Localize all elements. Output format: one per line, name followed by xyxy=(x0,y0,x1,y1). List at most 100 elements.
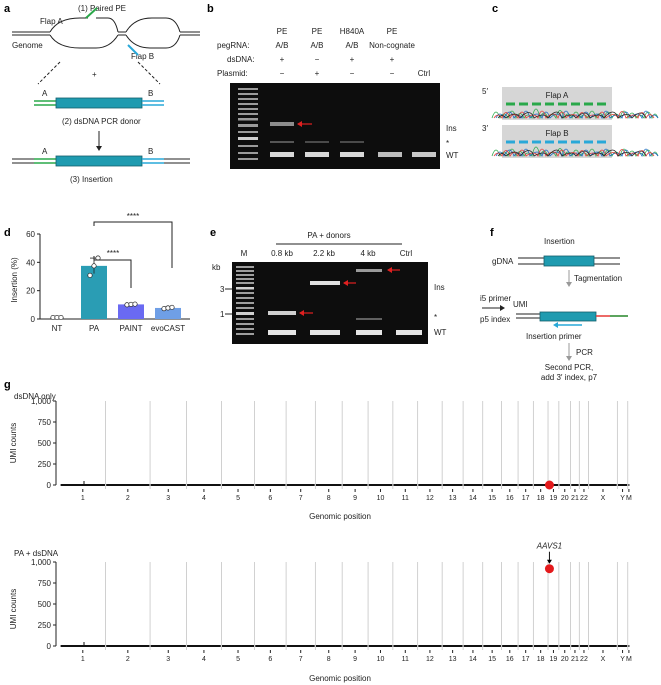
g-g-bottom-xtick-label-8: 8 xyxy=(327,656,331,663)
g-g-bottom-xtick-label-15: 15 xyxy=(488,656,496,663)
panel-letter-e: e xyxy=(210,227,216,239)
g-g-bottom-xtick-label-Y: Y xyxy=(620,656,625,663)
gel-b-red-arrow xyxy=(297,121,312,127)
g-g-top-xtick-label-21: 21 xyxy=(571,495,579,502)
panel-letter-f: f xyxy=(490,227,494,239)
panel-c: 5′ 3′ Flap A Flap B xyxy=(482,87,659,158)
g-g-top-xtick-label-Y: Y xyxy=(620,495,625,502)
panel-f: Insertion gDNA Tagmentation i5 primer UM… xyxy=(480,237,628,382)
g-g-bottom-xtick-label-18: 18 xyxy=(537,656,545,663)
flap-b-trace-label: Flap B xyxy=(545,129,568,138)
point-NT-2 xyxy=(58,314,64,321)
panel-letter-g: g xyxy=(4,379,11,391)
g-g-top-xtick-label-6: 6 xyxy=(268,495,272,502)
lane-2-pegrna: A/B xyxy=(311,41,324,50)
g-g-bottom-xtick-label-21: 21 xyxy=(571,656,579,663)
g-bottom-xlabel: Genomic position xyxy=(309,674,371,683)
donor-diagram xyxy=(34,97,164,109)
panel-letter-a: a xyxy=(4,3,11,15)
g-g-bottom-ytick-label-3: 750 xyxy=(38,579,52,588)
g-g-top-ytick-label-1: 250 xyxy=(38,460,52,469)
panel-letter-b: b xyxy=(207,3,214,15)
g-g-top-ytick-label-4: 1,000 xyxy=(31,397,52,406)
gel-e-wt-label: WT xyxy=(434,328,447,337)
gel-b-wt-label: WT xyxy=(446,151,459,160)
lane-1-dsdna: + xyxy=(280,55,285,64)
gel-e-red-arrows xyxy=(299,267,400,316)
gel-e-lane-m: M xyxy=(241,249,248,258)
g-top-xlabel: Genomic position xyxy=(309,512,371,521)
genome-label: Genome xyxy=(12,41,43,50)
pegrna-row-label: pegRNA: xyxy=(217,41,249,50)
f-insertion-box xyxy=(543,255,595,267)
g-g-top-xtick-label-5: 5 xyxy=(236,495,240,502)
g-g-top-xtick-label-10: 10 xyxy=(377,495,385,502)
g-g-bottom-xtick-label-7: 7 xyxy=(299,656,303,663)
dashed-guide-right xyxy=(137,61,161,85)
donor-label: (2) dsDNA PCR donor xyxy=(62,117,141,126)
f-pcr-label: PCR xyxy=(576,348,593,357)
lane-headers: PE A/B + − PE A/B − + H840A A/B + − PE N… xyxy=(276,27,431,78)
g-g-top-ytick-label-3: 750 xyxy=(38,418,52,427)
bar-evoCAST xyxy=(155,307,181,319)
g-g-bottom-xtick-label-19: 19 xyxy=(550,656,558,663)
g-g-bottom-xtick-label-11: 11 xyxy=(402,656,409,663)
point-PAINT-2 xyxy=(132,301,138,307)
chart-d-xlabel-PA: PA xyxy=(89,324,100,333)
flap-a-strand xyxy=(85,7,98,19)
lane-4-top: PE xyxy=(387,27,398,36)
f-insertion-label: Insertion xyxy=(544,237,575,246)
g-g-bottom-xtick-label-9: 9 xyxy=(353,656,357,663)
g-g-top-xtick-label-20: 20 xyxy=(561,495,569,502)
g-g-bottom-xtick-label-10: 10 xyxy=(377,656,385,663)
f-arrowhead-1 xyxy=(566,282,572,287)
lane-3-dsdna: + xyxy=(350,55,355,64)
g-g-top-highlight-point xyxy=(544,480,554,490)
chart-d-ytick-label-3: 60 xyxy=(26,230,35,239)
f-umi-label: UMI xyxy=(513,300,528,309)
dashed-guide-left xyxy=(37,61,61,85)
insertion-label: (3) Insertion xyxy=(70,175,113,184)
panel-letter-c: c xyxy=(492,3,498,15)
g-g-top-xtick-label-2: 2 xyxy=(126,495,130,502)
g-g-top-xtick-label-11: 11 xyxy=(402,495,409,502)
chart-d-xlabel-evoCAST: evoCAST xyxy=(151,324,185,333)
chart-d-bars xyxy=(50,255,181,321)
panel-g-bottom-chart: PA + dsDNA UMI counts Genomic position 0… xyxy=(9,542,632,683)
lane-3-plasmid: − xyxy=(350,69,355,78)
g-g-top-xtick-label-13: 13 xyxy=(449,495,457,502)
g-g-bottom-xtick-label-X: X xyxy=(601,656,606,663)
significance-bracket-pa-paint xyxy=(93,256,132,288)
bar-PA xyxy=(81,265,107,319)
lane-3-top: H840A xyxy=(340,27,365,36)
chart-d-xlabel-NT: NT xyxy=(52,324,63,333)
lane-2-dsdna: − xyxy=(315,55,320,64)
point-PA-0 xyxy=(87,272,93,278)
g-bottom-ylabel: UMI counts xyxy=(9,589,18,629)
significance-bracket-pa-evocast xyxy=(93,221,173,268)
g-g-bottom-xtick-label-20: 20 xyxy=(561,656,569,663)
gel-e-star-label: * xyxy=(434,313,437,322)
gel-b-bands xyxy=(270,122,436,157)
chart-d-ytick-label-1: 20 xyxy=(26,287,35,296)
insertion-diagram xyxy=(12,155,190,167)
f-insertion-primer-label: Insertion primer xyxy=(526,332,582,341)
g-g-bottom-ytick-label-0: 0 xyxy=(47,642,52,651)
genome-diagram xyxy=(12,17,200,49)
gel-e-ins-label: Ins xyxy=(434,283,445,292)
f-second-pcr-line1: Second PCR, xyxy=(545,363,593,372)
g-g-bottom-xtick-label-14: 14 xyxy=(469,656,477,663)
gel-e-kb-label: kb xyxy=(212,263,221,272)
g-g-bottom-xtick-label-M: M xyxy=(626,656,632,663)
panel-e: PA + donors M 0.8 kb 2.2 kb 4 kb Ctrl kb… xyxy=(212,231,447,344)
gel-e-kb-3: 3 xyxy=(220,285,225,294)
g-g-bottom-highlight-label: AAVS1 xyxy=(536,542,562,551)
g-g-top-xtick-label-M: M xyxy=(626,495,632,502)
g-g-top-xtick-label-19: 19 xyxy=(550,495,558,502)
donor-end-a: A xyxy=(42,89,48,98)
flap-a-trace-label: Flap A xyxy=(546,91,569,100)
g-g-bottom-xtick-label-4: 4 xyxy=(202,656,206,663)
gel-e-lane-ctrl: Ctrl xyxy=(400,249,413,258)
gel-e-ladder xyxy=(236,266,254,335)
